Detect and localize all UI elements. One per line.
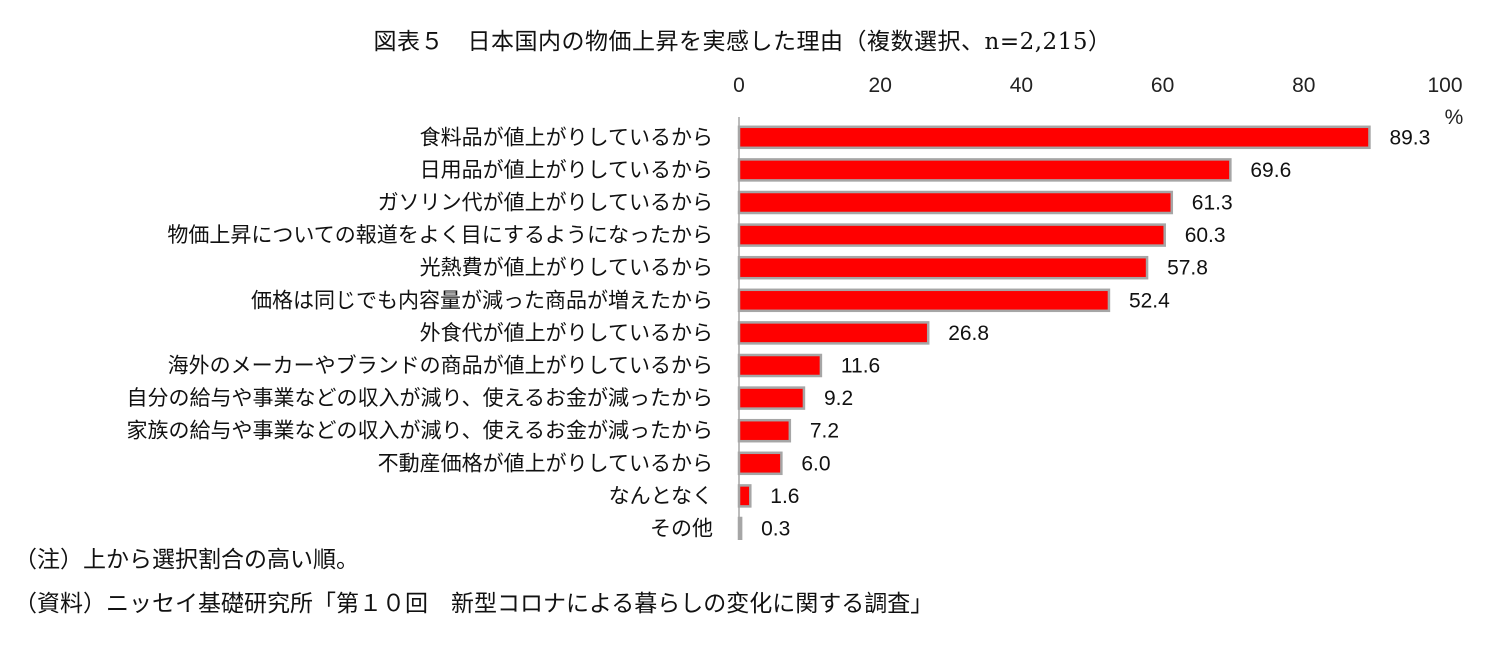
category-label: 食料品が値上がりしているから [420, 125, 713, 149]
value-label: 57.8 [1167, 257, 1208, 280]
tick-label: 60 [1151, 74, 1174, 97]
bar [737, 190, 1174, 215]
category-label: なんとなく [609, 484, 713, 508]
bar [737, 288, 1111, 313]
category-label: 価格は同じでも内容量が減った商品が増えたから [251, 288, 713, 312]
category-label: 光熱費が値上がりしているから [420, 256, 713, 280]
chart-title: 図表５ 日本国内の物価上昇を実感した理由（複数選択、n=2,215） [373, 29, 1112, 55]
tick-label: 20 [869, 74, 892, 97]
value-label: 60.3 [1185, 224, 1226, 247]
value-label: 6.0 [801, 452, 830, 475]
bar [737, 418, 792, 443]
category-label: 日用品が値上がりしているから [420, 158, 713, 182]
tick-label: 100 [1427, 74, 1462, 97]
chart-source: （資料）ニッセイ基礎研究所「第１０回 新型コロナによる暮らしの変化に関する調査」 [14, 591, 934, 617]
category-label: 海外のメーカーやブランドの商品が値上がりしているから [168, 354, 713, 378]
bar [737, 516, 743, 540]
bar [737, 451, 783, 476]
tick-label: 40 [1010, 74, 1033, 97]
bar [737, 321, 930, 345]
bar [737, 125, 1371, 150]
value-label: 69.6 [1250, 159, 1291, 182]
bar [737, 353, 823, 378]
category-label: 自分の給与や事業などの収入が減り、使えるお金が減ったから [126, 386, 713, 410]
category-label: ガソリン代が値上がりしているから [378, 191, 713, 215]
bar [737, 158, 1232, 182]
value-label: 7.2 [810, 420, 839, 443]
bar [737, 386, 806, 410]
tick-label: 0 [733, 74, 745, 97]
category-label: 物価上昇についての報道をよく目にするようになったから [167, 223, 713, 247]
category-label: 不動産価格が値上がりしているから [378, 451, 713, 475]
tick-label: 80 [1292, 74, 1315, 97]
value-label: 61.3 [1192, 192, 1233, 215]
category-label: 外食代が値上がりしているから [420, 321, 713, 345]
value-label: 89.3 [1389, 126, 1430, 149]
value-label: 9.2 [824, 387, 853, 410]
bar-chart: 0 20 40 60 80 100% 食料品が値上がりしているから 89.3 日用品が値上がりし… [126, 74, 1464, 541]
bar [737, 484, 752, 508]
value-label: 26.8 [948, 322, 989, 345]
category-label: その他 [650, 517, 713, 541]
chart-note: （注）上から選択割合の高い順。 [14, 547, 359, 573]
bar [737, 255, 1149, 280]
value-label: 11.6 [841, 355, 880, 378]
value-label: 1.6 [770, 485, 799, 508]
unit-label: % [1445, 106, 1464, 129]
category-label: 家族の給与や事業などの収入が減り、使えるお金が減ったから [126, 419, 713, 443]
bar [737, 223, 1166, 247]
value-label: 0.3 [761, 518, 790, 541]
value-label: 52.4 [1129, 289, 1170, 312]
